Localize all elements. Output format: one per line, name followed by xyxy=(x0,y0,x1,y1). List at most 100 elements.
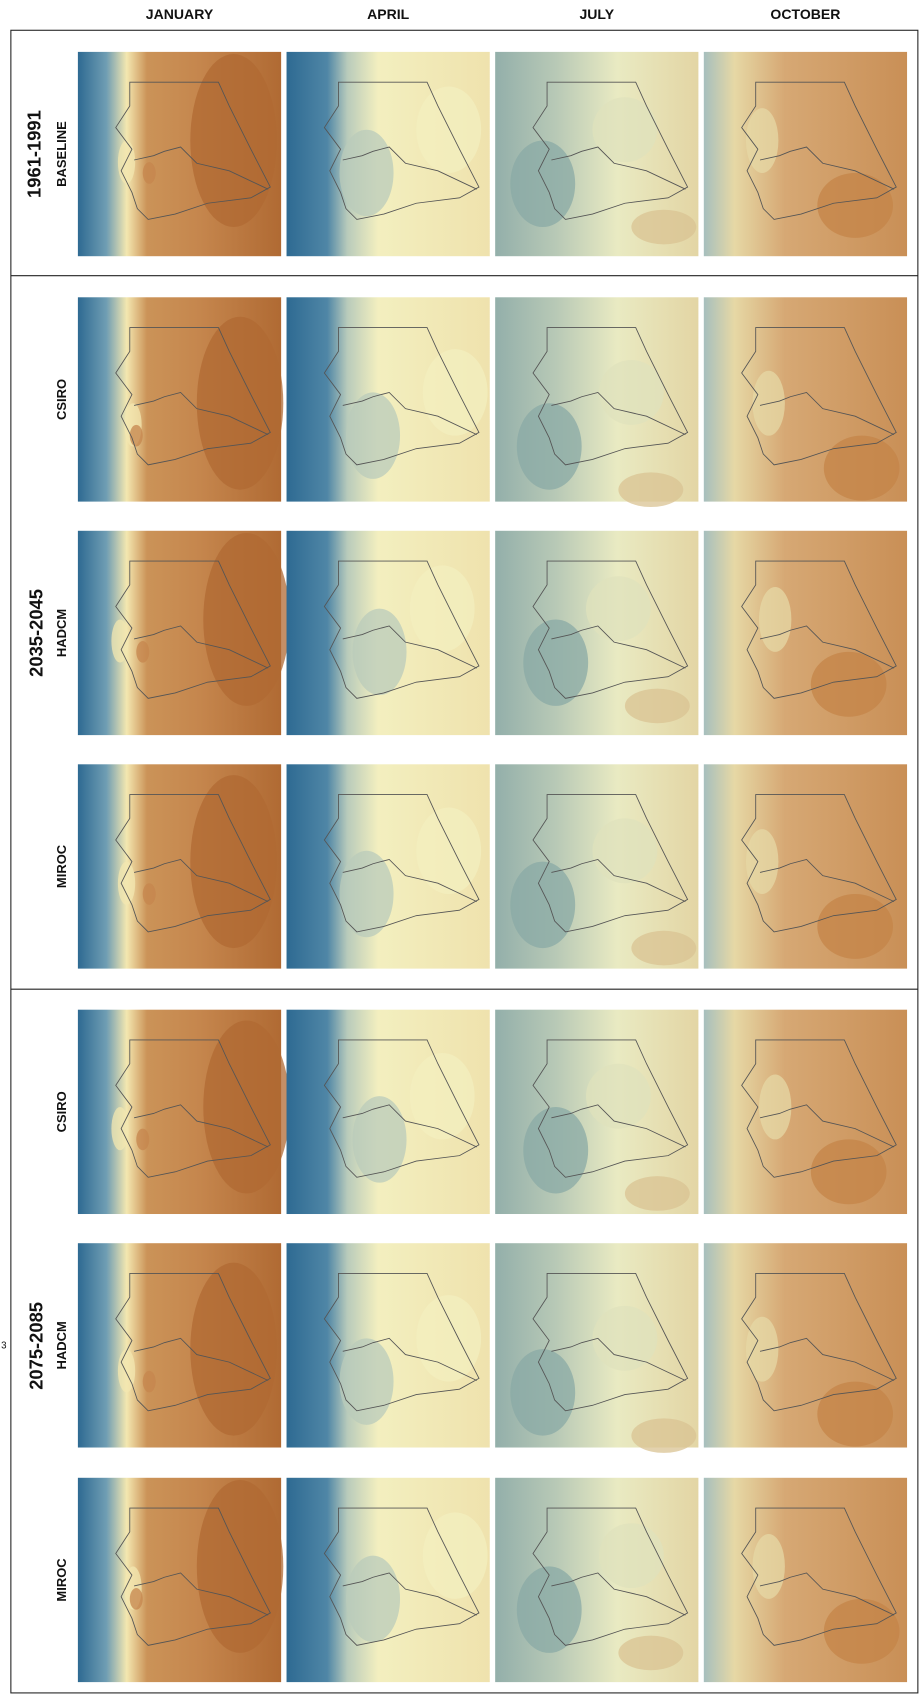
basin-outline xyxy=(115,1507,271,1646)
subbasin-outline xyxy=(551,1572,686,1616)
map-shade xyxy=(510,140,576,228)
frame xyxy=(10,29,919,1694)
basin-outline xyxy=(115,327,271,466)
column-header: JULY xyxy=(579,6,614,22)
map-shade xyxy=(592,818,658,884)
basin-outline xyxy=(741,327,897,466)
basin-outline xyxy=(741,81,897,220)
subbasin-outline xyxy=(134,1104,269,1148)
map-panel xyxy=(495,530,699,736)
map-shade xyxy=(196,316,284,490)
model-label: HADCM xyxy=(54,609,69,657)
map-panel xyxy=(286,1009,490,1215)
map-shade xyxy=(111,619,129,663)
map-panel xyxy=(703,1477,908,1683)
basin-outline xyxy=(532,1507,689,1646)
basin-outline xyxy=(115,81,271,220)
subbasin-outline xyxy=(342,1572,477,1616)
map-shade xyxy=(203,1020,290,1194)
map-panel xyxy=(703,51,908,257)
map-panel xyxy=(77,1477,284,1683)
subbasin-outline xyxy=(759,1337,895,1381)
basin-outline xyxy=(532,794,689,933)
map-panel xyxy=(286,1477,490,1683)
map-shade xyxy=(345,392,401,479)
map-panel xyxy=(495,764,699,969)
basin-outline xyxy=(741,1507,897,1646)
margin-note: 3 xyxy=(1,1340,6,1351)
basin-outline xyxy=(532,560,689,699)
map-shade xyxy=(422,1512,488,1599)
map-panel xyxy=(77,297,284,502)
map-shade xyxy=(416,1295,482,1382)
map-shade xyxy=(752,1534,785,1599)
period-label: 2075-2085 xyxy=(26,1302,47,1390)
map-panel xyxy=(286,51,490,257)
map-shade xyxy=(352,1096,407,1183)
map-panel xyxy=(495,1477,699,1683)
model-label: HADCM xyxy=(54,1321,69,1369)
basin-outline xyxy=(323,560,480,699)
subbasin-outline xyxy=(759,858,895,902)
basin-outline xyxy=(741,1039,897,1178)
map-shade xyxy=(585,1063,651,1129)
basin-outline xyxy=(741,794,897,933)
map-shade xyxy=(624,688,690,724)
period-label: 1961-1991 xyxy=(24,110,45,198)
basin-outline xyxy=(115,794,271,933)
model-label: CSIRO xyxy=(54,379,69,420)
map-shade xyxy=(196,1479,284,1653)
map-shade xyxy=(758,587,792,652)
subbasin-outline xyxy=(551,858,686,902)
map-shade xyxy=(745,1316,779,1382)
subbasin-outline xyxy=(134,1337,269,1381)
basin-outline xyxy=(323,81,480,220)
subbasin-outline xyxy=(342,858,477,902)
subbasin-outline xyxy=(134,858,269,902)
basin-outline xyxy=(323,1507,480,1646)
map-shade xyxy=(817,172,893,238)
subbasin-outline xyxy=(759,1104,895,1148)
basin-outline xyxy=(532,327,689,466)
subbasin-outline xyxy=(342,625,477,669)
map-shade xyxy=(624,1176,690,1211)
basin-outline xyxy=(532,81,689,220)
map-shade xyxy=(516,403,582,490)
map-shade xyxy=(339,129,394,217)
basin-outline xyxy=(532,1039,689,1178)
map-shade xyxy=(817,1381,893,1447)
map-panel xyxy=(495,1009,699,1215)
map-panel xyxy=(703,297,908,502)
map-shade xyxy=(129,1588,143,1610)
map-shade xyxy=(817,894,893,959)
subbasin-outline xyxy=(342,1104,477,1148)
map-panel xyxy=(703,1009,908,1215)
map-shade xyxy=(345,1555,401,1643)
map-shade xyxy=(339,850,394,938)
map-shade xyxy=(618,1635,684,1671)
map-shade xyxy=(136,1128,150,1151)
map-shade xyxy=(631,1418,697,1453)
model-label: BASELINE xyxy=(54,121,69,187)
period-label: 2035-2045 xyxy=(26,589,47,677)
subbasin-outline xyxy=(342,391,477,435)
map-panel xyxy=(703,1243,908,1448)
map-shade xyxy=(510,861,576,949)
map-shade xyxy=(416,807,482,895)
map-panel xyxy=(495,297,699,508)
subbasin-outline xyxy=(551,146,686,190)
map-panel xyxy=(495,51,699,257)
map-panel xyxy=(77,1243,282,1448)
subbasin-outline xyxy=(551,1337,686,1381)
map-panel xyxy=(77,530,290,736)
column-header: JANUARY xyxy=(146,6,214,22)
map-shade xyxy=(409,1052,475,1140)
subbasin-outline xyxy=(759,625,895,669)
map-panel xyxy=(77,51,282,257)
basin-outline xyxy=(532,1273,689,1412)
subbasin-outline xyxy=(551,625,686,669)
map-shade xyxy=(810,651,887,717)
subbasin-outline xyxy=(342,1337,477,1381)
